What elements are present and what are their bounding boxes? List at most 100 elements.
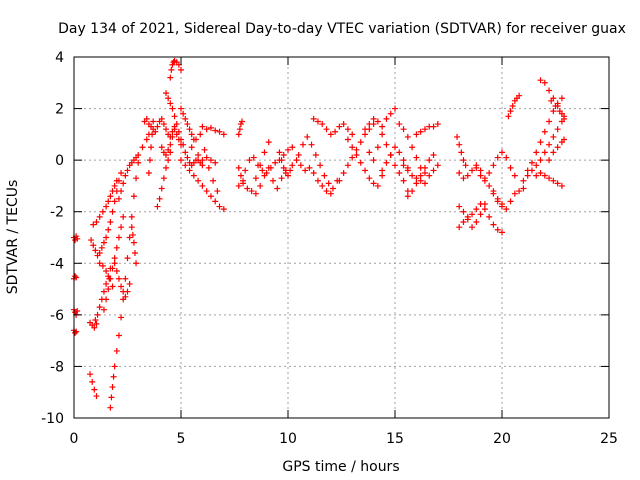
data-point	[167, 141, 174, 148]
series-arc-47	[456, 200, 488, 231]
series-arc-02	[71, 273, 80, 282]
data-point	[94, 311, 101, 318]
data-point	[349, 154, 356, 161]
data-point	[533, 172, 540, 179]
data-point	[417, 128, 424, 135]
data-point	[464, 216, 471, 223]
data-point	[118, 224, 125, 231]
data-point	[469, 224, 476, 231]
data-point	[426, 157, 433, 164]
data-point	[261, 172, 268, 179]
data-point	[552, 102, 559, 109]
data-point	[473, 164, 480, 171]
data-point	[344, 162, 351, 169]
data-point	[511, 190, 518, 197]
data-point	[175, 128, 182, 135]
data-point	[111, 198, 118, 205]
data-point	[456, 141, 463, 148]
data-point	[169, 133, 176, 140]
data-point	[105, 286, 112, 293]
data-point	[74, 307, 81, 314]
data-points	[71, 57, 568, 411]
data-point	[426, 172, 433, 179]
data-point	[173, 121, 180, 128]
series-arc-56	[548, 97, 568, 120]
data-point	[126, 280, 133, 287]
data-point	[122, 293, 129, 300]
data-point	[93, 320, 100, 327]
data-point	[252, 190, 259, 197]
data-point	[458, 149, 465, 156]
series-arc-28	[235, 144, 296, 184]
data-point	[299, 141, 306, 148]
data-point	[400, 157, 407, 164]
data-point	[195, 177, 202, 184]
data-point	[111, 260, 118, 267]
data-point	[285, 146, 291, 153]
data-point	[184, 154, 191, 161]
series-arc-52	[524, 95, 565, 174]
data-point	[238, 118, 245, 125]
data-point	[133, 175, 140, 182]
data-point	[160, 175, 167, 182]
data-point	[220, 131, 227, 138]
data-point	[533, 162, 540, 169]
axis-ticks	[73, 56, 610, 419]
data-point	[528, 159, 535, 166]
data-point	[546, 141, 553, 148]
data-point	[180, 110, 187, 117]
y-tick-label: -4	[50, 256, 64, 272]
data-point	[103, 280, 110, 287]
data-point	[152, 128, 159, 135]
data-point	[182, 162, 189, 169]
data-point	[235, 131, 242, 138]
y-axis-label: SDTVAR / TECUs	[5, 180, 21, 295]
data-point	[212, 159, 219, 166]
data-point	[72, 273, 79, 280]
data-point	[409, 144, 416, 151]
data-point	[417, 177, 424, 184]
data-point	[154, 203, 161, 210]
data-point	[109, 265, 116, 272]
series-arc-34	[310, 115, 356, 138]
data-point	[149, 131, 156, 138]
data-point	[507, 108, 514, 115]
data-point	[460, 175, 467, 182]
data-point	[107, 404, 114, 411]
data-point	[460, 208, 467, 215]
data-point	[274, 185, 281, 192]
data-point	[340, 121, 347, 128]
data-point	[190, 172, 197, 179]
data-point	[96, 249, 103, 256]
data-point	[396, 121, 403, 128]
data-point	[88, 237, 95, 244]
data-point	[409, 172, 416, 179]
series-arc-42	[413, 121, 441, 138]
data-point	[92, 317, 99, 324]
data-point	[163, 151, 170, 158]
data-point	[180, 141, 187, 148]
data-point	[216, 128, 223, 135]
data-point	[118, 188, 125, 195]
data-point	[357, 139, 364, 146]
data-point	[297, 162, 304, 169]
data-point	[107, 219, 114, 226]
data-point	[109, 283, 116, 290]
data-point	[308, 141, 315, 148]
data-point	[486, 170, 493, 177]
data-point	[182, 149, 189, 156]
data-point	[156, 195, 163, 202]
data-point	[197, 131, 204, 138]
data-point	[118, 314, 125, 321]
data-point	[108, 394, 115, 401]
data-point	[302, 167, 309, 174]
data-point	[366, 121, 373, 128]
grid-lines	[74, 57, 609, 418]
data-point	[289, 162, 296, 169]
data-point	[167, 100, 174, 107]
series-arc-04	[71, 327, 80, 336]
data-point	[499, 149, 505, 156]
data-point	[100, 288, 107, 295]
data-point	[131, 249, 138, 256]
data-point	[93, 393, 100, 400]
